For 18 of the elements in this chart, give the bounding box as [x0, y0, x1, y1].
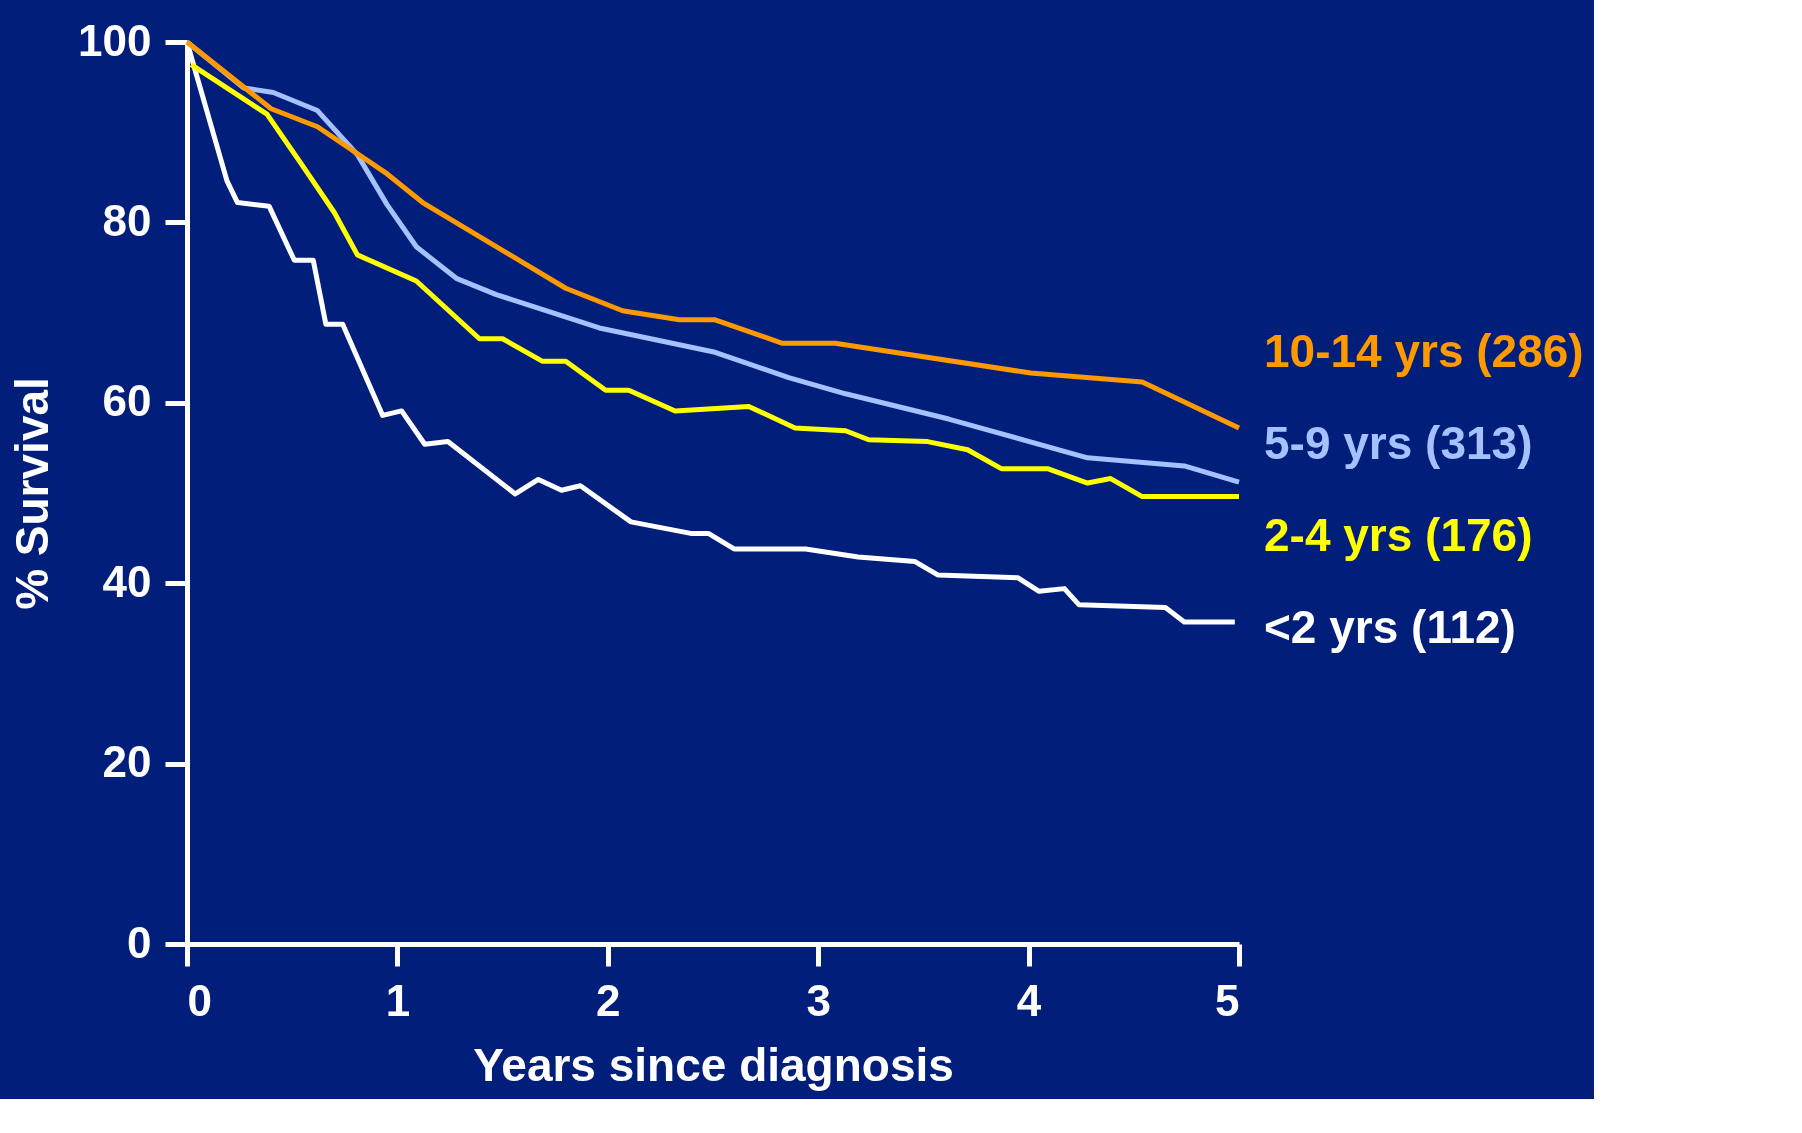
x-tick-label: 4	[1016, 975, 1042, 1025]
series-label: 2-4 yrs (176)	[1264, 509, 1533, 562]
y-tick-label: 0	[127, 917, 152, 967]
y-tick-label: 100	[78, 15, 152, 65]
x-axis-title: Years since diagnosis	[473, 1038, 954, 1091]
y-tick-label: 80	[102, 195, 152, 245]
y-axis-title: % Survival	[6, 377, 59, 610]
x-tick-label: 2	[596, 975, 621, 1025]
y-tick-label: 40	[102, 556, 152, 606]
series-label: 5-9 yrs (313)	[1264, 417, 1533, 470]
x-tick-label: 1	[385, 975, 411, 1025]
x-tick-label: 0	[187, 975, 212, 1025]
series-label: 10-14 yrs (286)	[1264, 325, 1584, 378]
y-tick-label: 20	[102, 737, 152, 787]
x-tick-label: 3	[806, 975, 831, 1025]
x-tick-label: 5	[1215, 975, 1240, 1025]
series-label: <2 yrs (112)	[1264, 601, 1516, 654]
y-tick-label: 60	[102, 376, 152, 426]
